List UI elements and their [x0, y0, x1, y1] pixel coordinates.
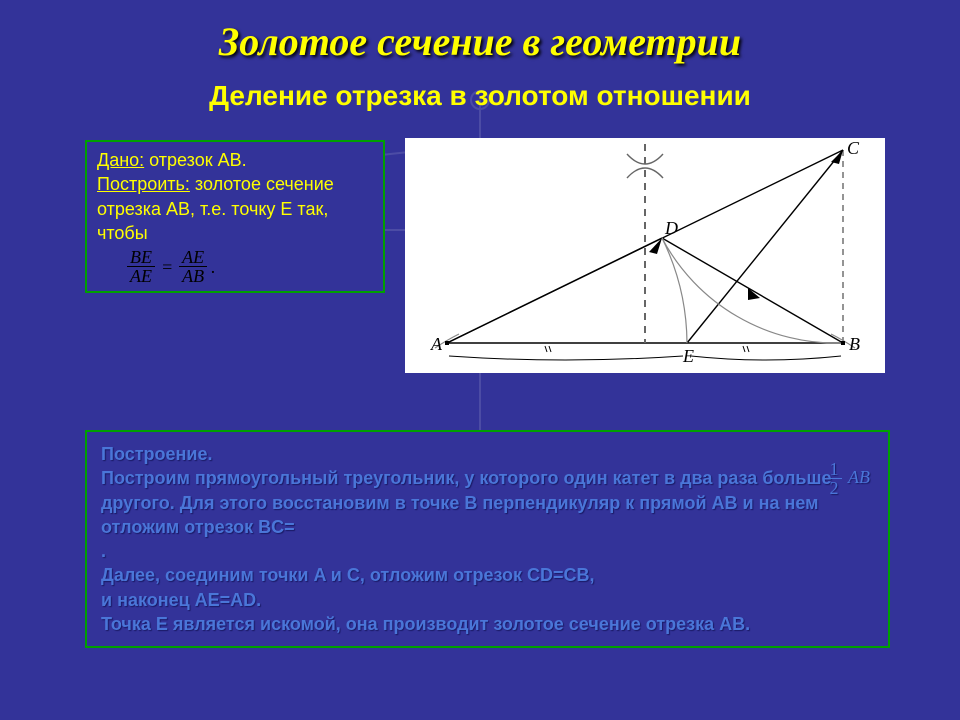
- tail-ab: AB: [846, 467, 870, 487]
- given-box: Дано: отрезок AB. Построить: золотое сеч…: [85, 140, 385, 293]
- diag-label-E: E: [683, 346, 694, 367]
- diag-label-D: D: [665, 218, 678, 239]
- given-postroit-label: Построить:: [97, 174, 190, 194]
- tail-frac-bot: 2: [827, 479, 842, 497]
- tail-frac-top: 1: [827, 460, 842, 479]
- construction-p5: Точка E является искомой, она производит…: [101, 612, 874, 636]
- given-dano-label: Дано:: [97, 150, 144, 170]
- frac-ae2: AE: [179, 248, 207, 267]
- construction-p4: и наконец AE=AD.: [101, 588, 874, 612]
- frac-ab: AB: [179, 267, 207, 285]
- given-line-2: Построить: золотое сечение отрезка AB, т…: [97, 172, 373, 245]
- eq-sign: =: [155, 255, 179, 279]
- page-title: Золотое сечение в геометрии: [0, 18, 960, 65]
- frac-be: BE: [127, 248, 155, 267]
- diag-label-A: A: [431, 334, 442, 355]
- construction-heading: Построение.: [101, 442, 874, 466]
- construction-p1: Построим прямоугольный треугольник, у ко…: [101, 466, 874, 539]
- page-subtitle: Деление отрезка в золотом отношении: [0, 80, 960, 112]
- construction-p3: Далее, соединим точки A и C, отложим отр…: [101, 563, 874, 587]
- given-dano-text: отрезок AB.: [144, 150, 246, 170]
- formula-dot: .: [207, 255, 216, 279]
- given-line-1: Дано: отрезок AB.: [97, 148, 373, 172]
- construction-box: Построение. Построим прямоугольный треуг…: [85, 430, 890, 648]
- given-formula: BEAE = AEAB .: [127, 248, 216, 285]
- frac-ae1: AE: [127, 267, 155, 285]
- construction-tail-formula: 12 AB: [827, 460, 871, 497]
- construction-p2: .: [101, 539, 874, 563]
- diag-label-C: C: [847, 138, 859, 159]
- geometry-diagram: A B C D E: [405, 138, 885, 373]
- diag-label-B: B: [849, 334, 860, 355]
